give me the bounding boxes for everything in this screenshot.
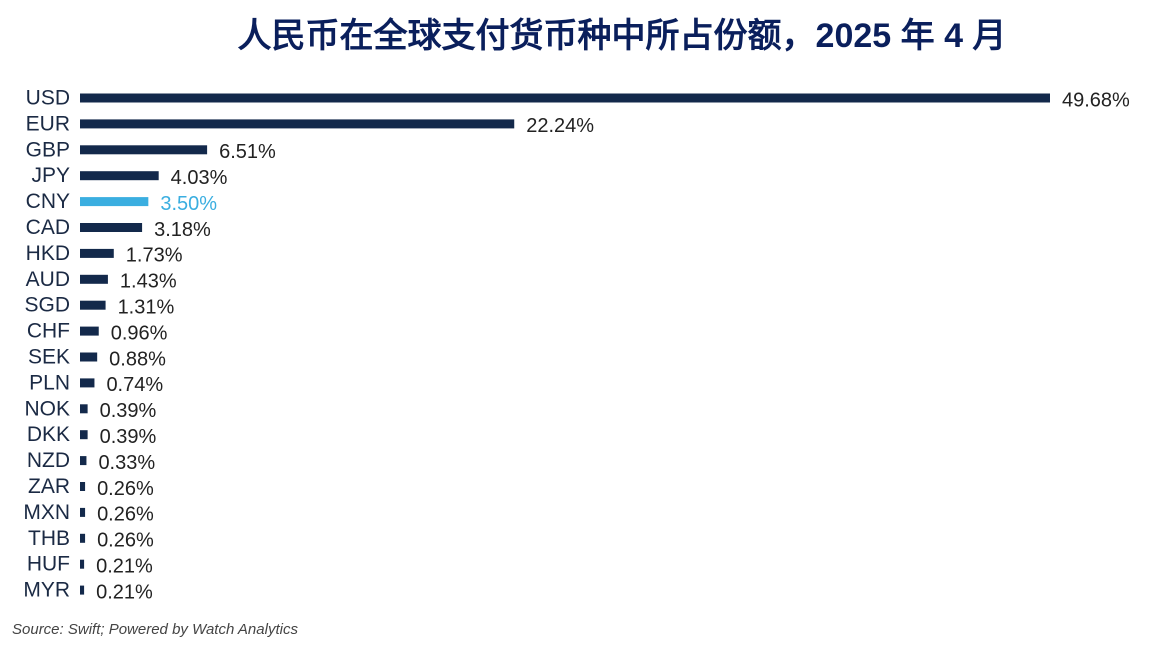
y-tick-label: CNY: [26, 190, 70, 213]
source-note: Source: Swift; Powered by Watch Analytic…: [12, 621, 298, 638]
value-label: 49.68%: [1062, 89, 1130, 111]
value-label: 0.26%: [97, 530, 154, 552]
y-tick-label: HUF: [27, 553, 70, 576]
value-label: 1.31%: [118, 296, 175, 318]
y-tick-label: NZD: [27, 449, 70, 472]
value-label: 0.26%: [97, 478, 154, 500]
y-tick-label: GBP: [26, 138, 70, 161]
value-label: 0.21%: [96, 555, 153, 577]
bar: [80, 585, 85, 595]
bar: [80, 507, 86, 517]
value-label: 1.73%: [126, 245, 183, 267]
bar: [80, 533, 86, 543]
value-label: 0.74%: [106, 374, 163, 396]
y-tick-label: JPY: [31, 164, 70, 187]
y-tick-label: NOK: [24, 397, 70, 420]
bar: [80, 456, 87, 466]
bar: [80, 274, 108, 284]
chart-title: 人民币在全球支付货币种中所占份额，2025 年 4 月: [238, 16, 1007, 55]
value-label: 0.88%: [109, 348, 166, 370]
y-tick-label: SEK: [28, 346, 70, 369]
bar: [80, 559, 85, 569]
value-label: 22.24%: [526, 115, 594, 137]
bar: [80, 248, 114, 258]
bar: [80, 482, 86, 491]
bar: [80, 145, 208, 155]
value-label: 1.43%: [120, 271, 177, 293]
value-label: 0.39%: [100, 426, 157, 448]
bar: [80, 404, 88, 414]
value-label: 0.33%: [98, 452, 155, 474]
y-tick-label: PLN: [29, 371, 70, 394]
bar: [80, 171, 159, 181]
y-tick-label: THB: [28, 527, 70, 550]
bar: [80, 326, 99, 336]
value-label: 3.50%: [160, 193, 217, 215]
y-tick-label: HKD: [26, 242, 70, 265]
value-label: 6.51%: [219, 141, 276, 163]
y-tick-label: DKK: [27, 423, 70, 446]
bar: [80, 378, 95, 388]
bar: [80, 197, 149, 207]
y-tick-label: MXN: [23, 501, 70, 524]
bar: [80, 430, 88, 440]
bar: [80, 300, 106, 310]
y-tick-label: CAD: [26, 216, 70, 239]
bar: [80, 119, 515, 129]
value-label: 0.26%: [97, 504, 154, 526]
y-tick-label: USD: [26, 87, 70, 110]
bar: [80, 352, 98, 362]
y-tick-label: AUD: [26, 268, 70, 291]
y-tick-label: CHF: [27, 320, 70, 343]
bar: [80, 223, 143, 232]
value-label: 0.39%: [100, 400, 157, 422]
value-label: 0.21%: [96, 581, 153, 603]
y-tick-label: EUR: [26, 112, 70, 135]
value-label: 3.18%: [154, 219, 211, 241]
value-label: 0.96%: [111, 322, 168, 344]
y-tick-label: ZAR: [28, 475, 70, 498]
value-label: 4.03%: [171, 167, 228, 189]
y-tick-label: MYR: [23, 579, 70, 602]
bar: [80, 93, 1050, 103]
y-tick-label: SGD: [24, 294, 70, 317]
